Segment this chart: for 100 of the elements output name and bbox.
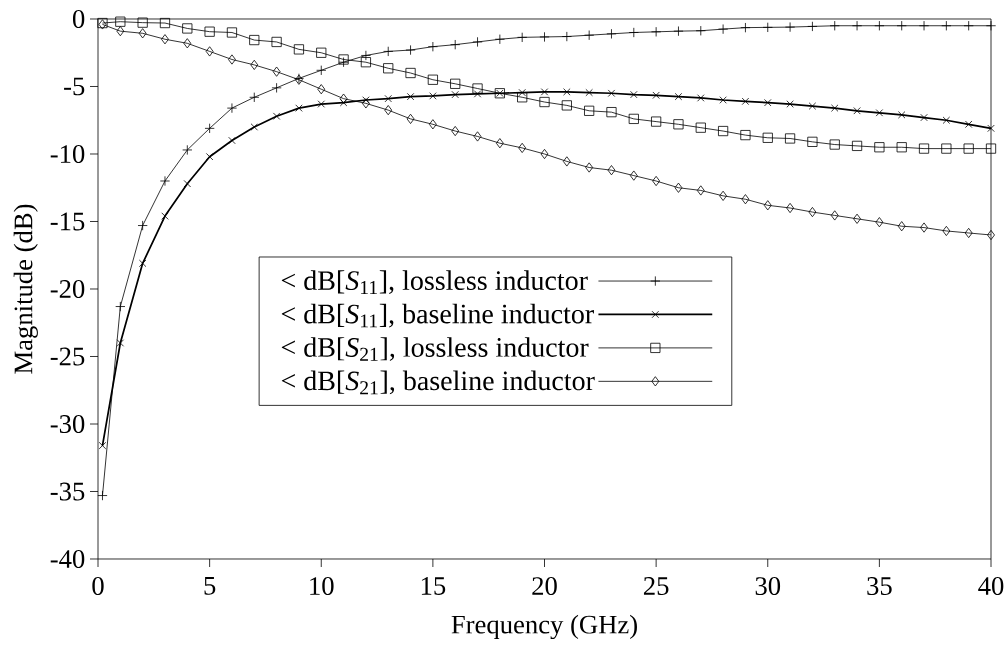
- point: [495, 138, 504, 149]
- legend-label: < dB[S$_{21}$], baseline inductor: [281, 370, 595, 395]
- point: [673, 119, 684, 130]
- x-tick-label: 20: [532, 577, 557, 596]
- point: [807, 136, 818, 147]
- point: [786, 100, 794, 108]
- point: [116, 339, 125, 347]
- point: [362, 96, 370, 104]
- point: [987, 124, 995, 133]
- point: [697, 94, 705, 102]
- point: [585, 162, 594, 173]
- point: [384, 94, 392, 103]
- point: [874, 142, 885, 153]
- point: [204, 26, 215, 37]
- y-tick-label: 0: [72, 10, 85, 28]
- point: [741, 194, 750, 205]
- point: [362, 98, 370, 109]
- point: [985, 143, 997, 154]
- point: [451, 125, 460, 137]
- point: [293, 44, 304, 55]
- point: [271, 36, 282, 48]
- point: [918, 143, 930, 154]
- point: [517, 92, 528, 103]
- x-tick-label: 25: [643, 577, 669, 595]
- point: [317, 84, 326, 95]
- point: [339, 93, 348, 104]
- point: [964, 227, 973, 239]
- legend-label: < dB[S$_{21}$], lossless inductor: [281, 337, 589, 361]
- point: [719, 96, 727, 104]
- x-tick-label: 0: [92, 577, 104, 596]
- point: [829, 139, 840, 150]
- point: [762, 132, 773, 143]
- point: [518, 88, 526, 97]
- y-tick-label: -40: [50, 550, 85, 568]
- point: [161, 212, 169, 220]
- point: [630, 90, 638, 99]
- legend-label: < dB[S$_{11}$], baseline inductor: [281, 303, 594, 328]
- x-tick-label: 10: [310, 577, 334, 596]
- point: [518, 142, 527, 153]
- point: [963, 143, 974, 154]
- y-tick-label: -15: [50, 212, 85, 231]
- point: [384, 105, 393, 116]
- point: [561, 100, 572, 111]
- point: [429, 92, 437, 100]
- point: [406, 92, 415, 101]
- point: [116, 26, 125, 37]
- y-tick-label: -20: [50, 280, 85, 298]
- x-tick-label: 5: [204, 577, 216, 595]
- point: [138, 28, 147, 39]
- point: [942, 116, 951, 124]
- x-axis-title: Frequency (GHz): [451, 614, 637, 640]
- point: [228, 54, 236, 65]
- point: [629, 170, 638, 181]
- point: [540, 88, 549, 96]
- point: [383, 63, 394, 74]
- y-tick-label: -25: [50, 347, 85, 366]
- point: [584, 105, 595, 116]
- point: [763, 200, 772, 211]
- point: [695, 122, 706, 133]
- point: [853, 107, 861, 115]
- x-tick-label: 15: [421, 577, 446, 595]
- point: [831, 104, 839, 112]
- point: [941, 143, 952, 154]
- x-tick-label: 35: [867, 577, 892, 595]
- point: [115, 16, 126, 27]
- point: [896, 142, 907, 153]
- point: [205, 46, 214, 57]
- point: [563, 88, 571, 96]
- point: [250, 59, 259, 70]
- point: [339, 99, 348, 107]
- point: [942, 225, 951, 237]
- point: [137, 17, 148, 28]
- point: [161, 34, 169, 45]
- point: [226, 27, 238, 38]
- point: [427, 74, 438, 85]
- point: [562, 156, 571, 167]
- point: [674, 92, 683, 101]
- point: [360, 57, 371, 68]
- point: [249, 34, 260, 46]
- point: [585, 88, 593, 97]
- point: [607, 89, 616, 97]
- point: [652, 175, 661, 187]
- point: [451, 90, 459, 99]
- point: [473, 131, 482, 142]
- point: [272, 112, 281, 120]
- y-tick-label: -5: [64, 77, 85, 96]
- point: [875, 217, 884, 228]
- point: [898, 111, 906, 119]
- y-tick-label: -30: [50, 415, 85, 433]
- point: [808, 206, 817, 218]
- point: [228, 136, 236, 145]
- point: [628, 113, 639, 124]
- point: [808, 102, 817, 110]
- point: [428, 119, 437, 130]
- point: [539, 96, 550, 108]
- point: [785, 133, 796, 144]
- point: [182, 23, 193, 34]
- legend-label: < dB[S$_{11}$], lossless inductor: [281, 270, 588, 295]
- point: [853, 213, 861, 224]
- y-tick-label: -35: [50, 482, 85, 501]
